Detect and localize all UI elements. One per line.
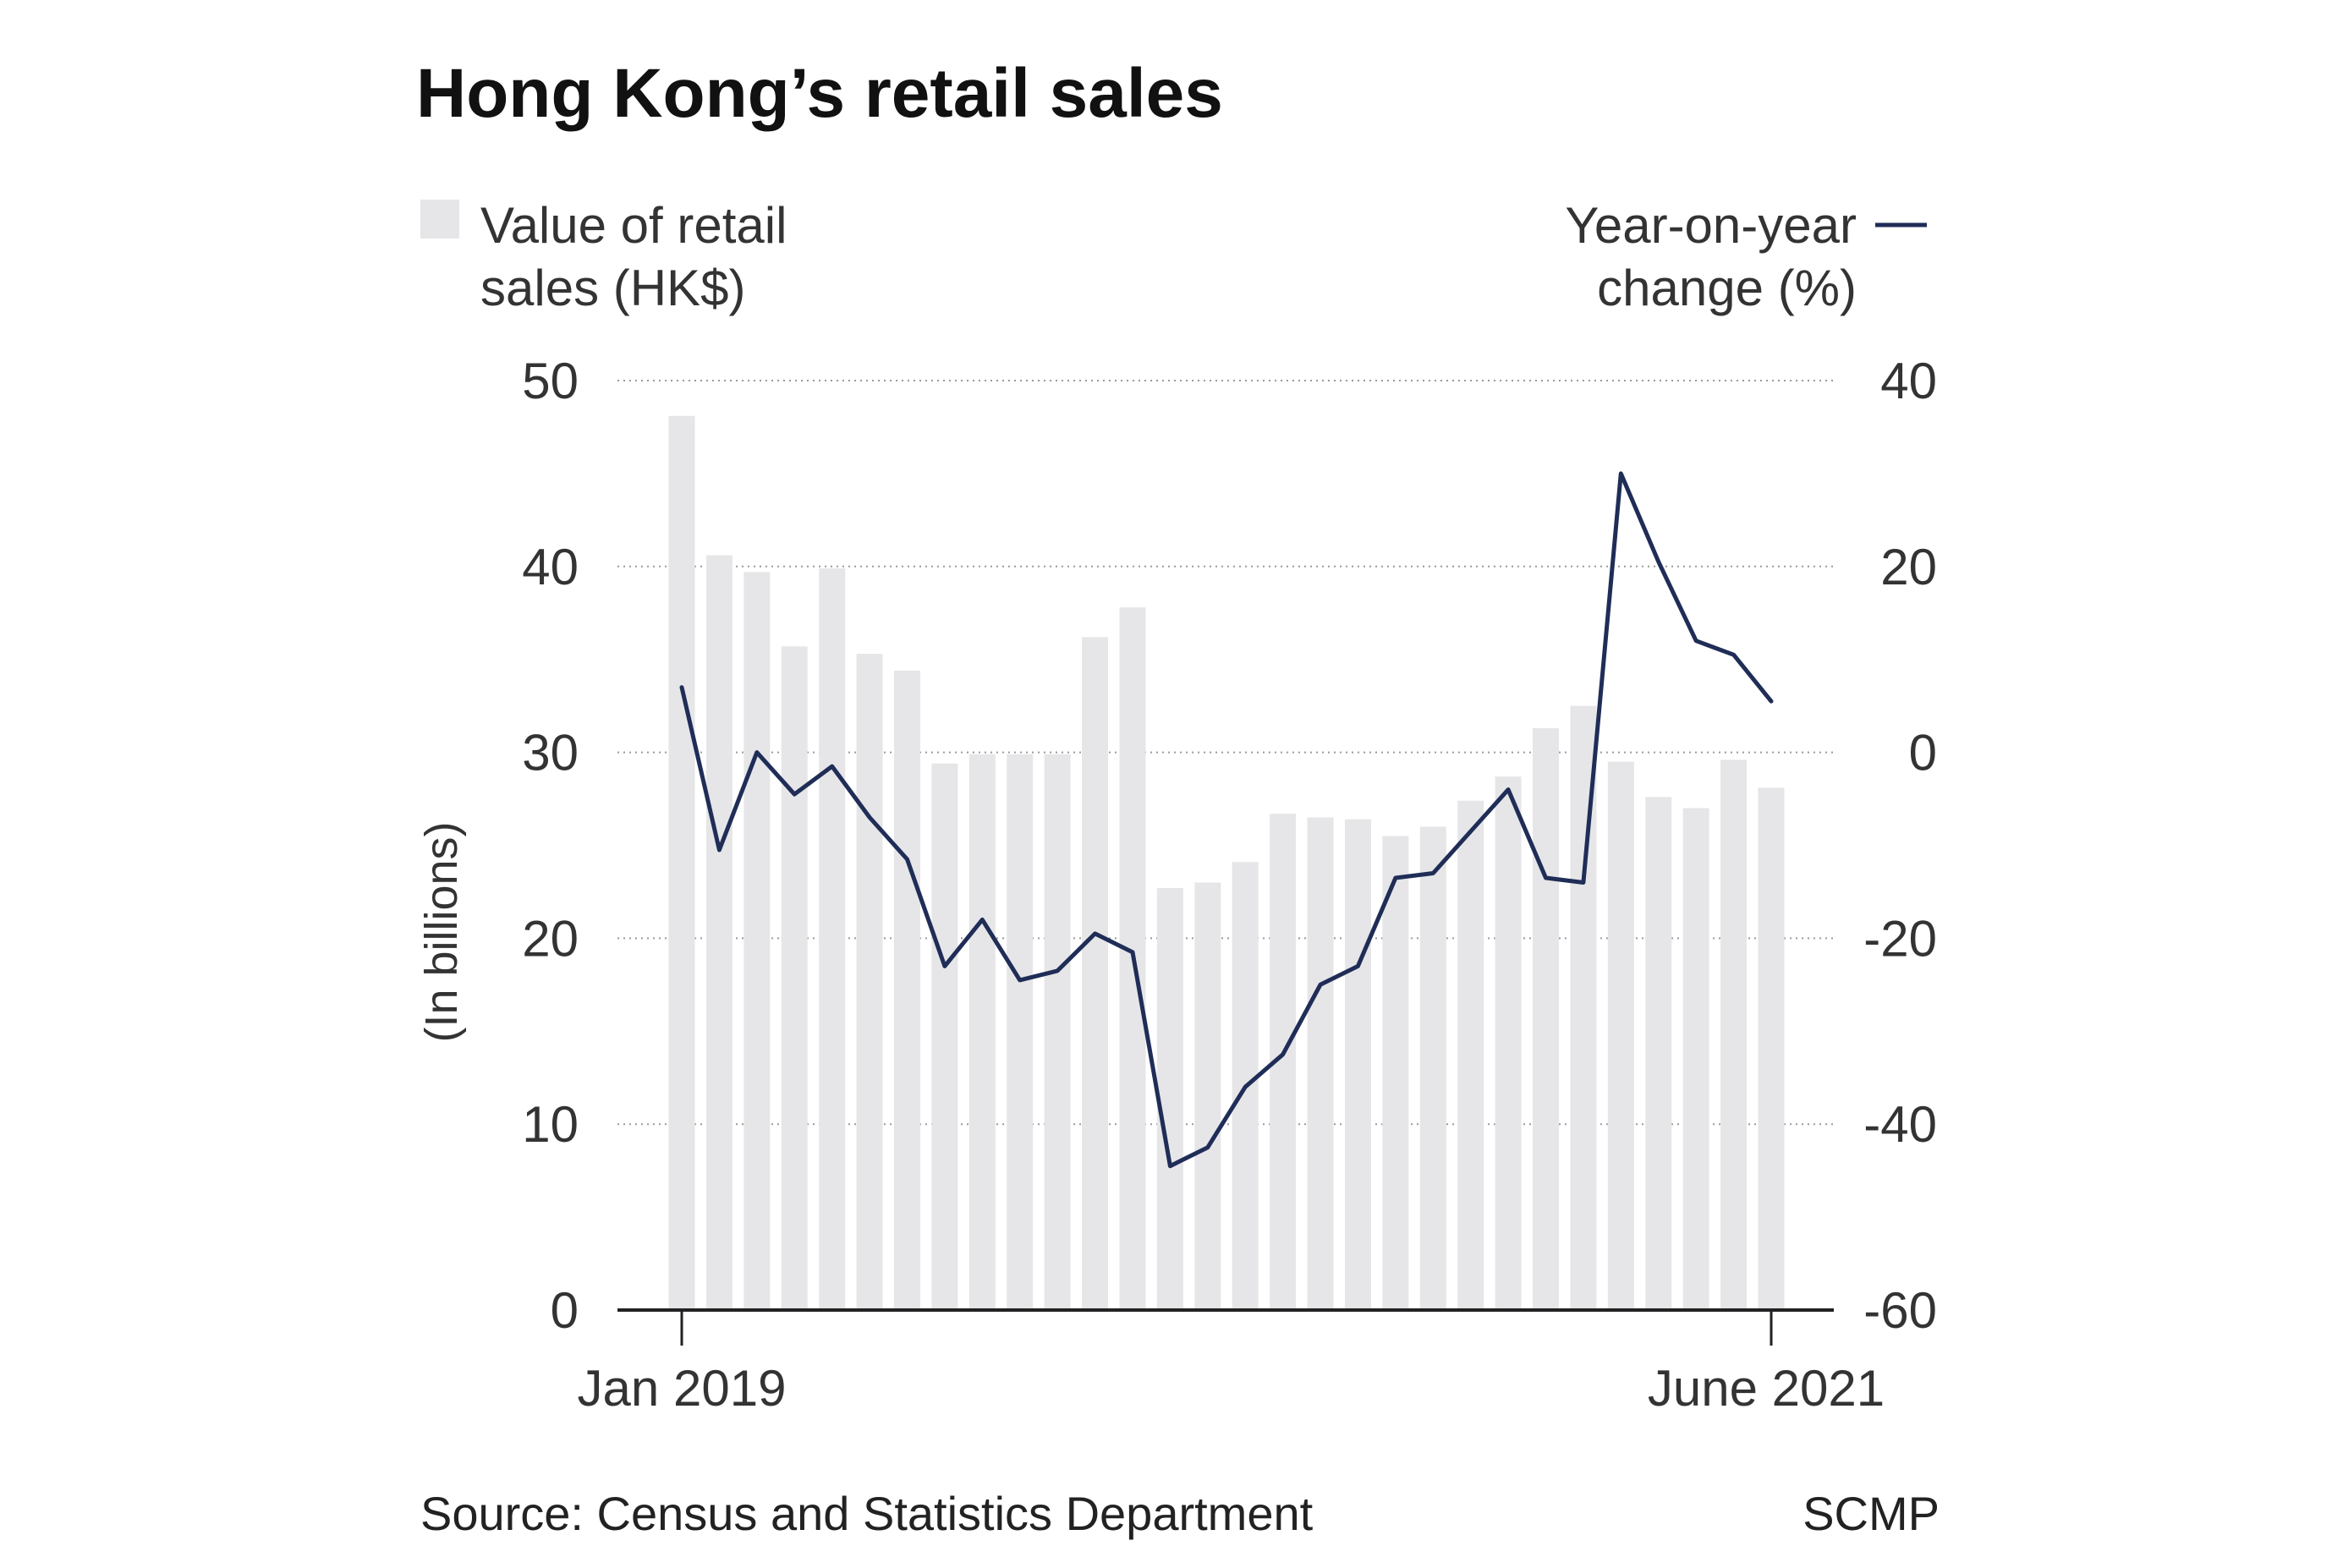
bar-2 [743, 572, 771, 1310]
line-point-28 [1732, 654, 1735, 656]
source-note: Source: Census and Statistics Department [420, 1487, 1314, 1540]
line-point-26 [1657, 561, 1660, 563]
bar-13 [1156, 888, 1183, 1310]
line-point-12 [1131, 951, 1133, 953]
line-point-3 [793, 793, 796, 796]
line-point-21 [1469, 831, 1472, 833]
x-label-start: Jan 2019 [578, 1360, 787, 1417]
bar-27 [1682, 808, 1709, 1310]
line-point-19 [1394, 876, 1396, 879]
legend-line-line2: change (%) [1597, 260, 1857, 316]
line-point-18 [1357, 965, 1359, 968]
bar-6 [893, 670, 920, 1310]
bar-11 [1082, 637, 1109, 1310]
legend-swatch-bars [420, 200, 459, 238]
right-tick-40: 40 [1880, 353, 1937, 409]
line-series-group [679, 471, 1774, 1169]
line-point-6 [906, 858, 908, 860]
chart-title: Hong Kong’s retail sales [416, 55, 1223, 132]
line-point-24 [1582, 881, 1584, 884]
bar-7 [931, 763, 958, 1310]
line-point-22 [1507, 788, 1510, 791]
line-point-11 [1094, 932, 1096, 935]
right-tick--40: -40 [1863, 1096, 1937, 1153]
line-point-20 [1432, 872, 1435, 874]
bars-group [668, 415, 1785, 1311]
line-point-13 [1169, 1165, 1171, 1167]
bar-18 [1344, 819, 1371, 1310]
left-tick-30: 30 [522, 725, 579, 781]
left-tick-labels: 0 10 20 30 40 50 [522, 353, 579, 1339]
bar-14 [1194, 882, 1221, 1310]
line-point-27 [1695, 639, 1698, 642]
line-point-4 [831, 765, 833, 768]
left-tick-10: 10 [522, 1096, 579, 1153]
line-point-1 [718, 848, 721, 851]
line-point-0 [681, 686, 683, 688]
legend-bars-line2: sales (HK$) [480, 260, 745, 316]
line-point-15 [1244, 1086, 1247, 1088]
bar-25 [1607, 761, 1634, 1310]
bar-1 [705, 555, 733, 1310]
line-point-8 [981, 918, 984, 921]
left-tick-20: 20 [522, 910, 579, 967]
bar-10 [1044, 754, 1071, 1310]
bar-26 [1645, 797, 1672, 1310]
bar-3 [781, 646, 808, 1310]
line-point-14 [1206, 1146, 1209, 1149]
bar-23 [1533, 728, 1560, 1310]
bar-29 [1758, 787, 1785, 1310]
right-tick--60: -60 [1863, 1282, 1937, 1339]
line-point-16 [1281, 1053, 1284, 1055]
left-tick-0: 0 [551, 1282, 579, 1339]
right-tick--20: -20 [1863, 910, 1937, 967]
bar-20 [1419, 826, 1446, 1310]
bar-19 [1382, 836, 1409, 1310]
right-tick-20: 20 [1880, 539, 1937, 595]
left-axis-label: (In billions) [416, 821, 467, 1042]
line-point-5 [869, 816, 871, 819]
bar-21 [1457, 800, 1484, 1310]
line-point-17 [1320, 984, 1322, 986]
bar-17 [1307, 817, 1334, 1310]
bar-5 [856, 654, 883, 1310]
legend-line-line1: Year-on-year [1565, 197, 1857, 254]
line-point-2 [755, 751, 758, 754]
line-point-25 [1620, 472, 1622, 474]
yoy-change-line [679, 471, 1774, 1169]
left-tick-40: 40 [522, 539, 579, 595]
line-point-10 [1056, 969, 1059, 972]
bar-9 [1007, 754, 1034, 1310]
legend-bars-line1: Value of retail [480, 197, 787, 254]
left-tick-50: 50 [522, 353, 579, 409]
bar-8 [968, 754, 996, 1310]
bar-22 [1495, 776, 1522, 1310]
line-point-29 [1770, 700, 1772, 703]
x-label-end: June 2021 [1648, 1360, 1885, 1417]
bar-28 [1720, 759, 1748, 1310]
credit: SCMP [1802, 1487, 1940, 1540]
bar-4 [819, 567, 846, 1310]
line-point-23 [1545, 876, 1547, 879]
right-tick-labels: -60 -40 -20 0 20 40 [1863, 353, 1937, 1339]
line-point-9 [1018, 979, 1021, 981]
bar-0 [668, 415, 695, 1311]
right-tick-0: 0 [1909, 725, 1937, 781]
line-point-7 [943, 965, 946, 968]
